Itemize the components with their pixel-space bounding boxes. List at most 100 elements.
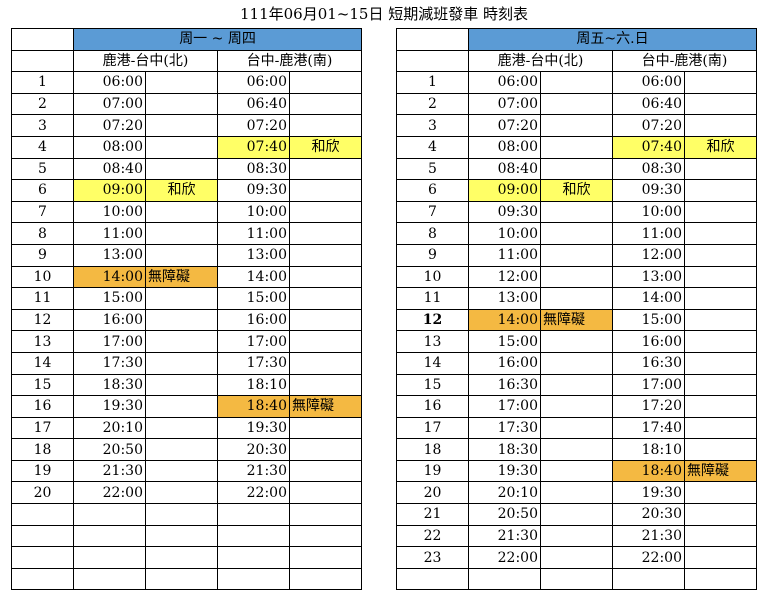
table-row: 22 21:30 21:30 [396,524,757,548]
day-header-row: 周一 ~ 周四 [11,28,363,51]
trip-number: 7 [396,200,469,224]
south-departure-time: 19:30 [612,481,685,505]
south-operator-note [684,200,757,224]
north-departure-time: 09:00 [468,179,541,202]
trip-number: 11 [396,287,469,310]
trip-number: 16 [396,395,469,418]
north-departure-time: 13:00 [468,287,541,310]
table-row: 19 21:30 21:30 [11,459,363,483]
south-operator-note: 無障礙 [684,459,757,483]
table-row: 1 06:00 06:00 [11,71,363,94]
south-departure-time: 18:40 [612,459,685,483]
south-departure-time: 07:20 [612,114,685,137]
north-departure-time: 14:00 [73,265,146,289]
trip-number: 10 [396,265,469,289]
blank-cell [145,567,218,591]
north-departure-time: 20:10 [73,416,146,440]
south-departure-time: 09:30 [612,179,685,202]
south-operator-note [288,243,363,267]
south-departure-time: 15:00 [217,287,290,310]
trip-number: 16 [11,395,74,418]
north-operator-note: 和欣 [540,179,613,202]
trip-number: 9 [396,243,469,267]
south-operator-note [684,330,757,353]
north-operator-note [540,351,613,375]
trip-number: 19 [396,459,469,483]
south-departure-time: 13:00 [217,243,290,267]
south-operator-note [684,265,757,289]
table-row: 14 17:30 17:30 [11,351,363,375]
south-departure-time: 07:40 [612,135,685,159]
north-departure-time: 08:40 [73,157,146,181]
direction-south-header: 台中-鹿港(南) [216,49,363,73]
south-departure-time: 08:30 [612,157,685,181]
north-departure-time: 22:00 [468,546,541,569]
north-operator-note: 無障礙 [145,265,218,289]
direction-header-row: 鹿港-台中(北) 台中-鹿港(南) [396,49,757,73]
north-departure-time: 20:10 [468,481,541,505]
table-row: 11 15:00 15:00 [11,287,363,310]
north-operator-note [145,114,218,137]
north-operator-note [145,330,218,353]
south-departure-time: 18:40 [217,395,290,418]
south-departure-time: 15:00 [612,308,685,332]
south-operator-note [288,222,363,245]
north-departure-time: 14:00 [468,308,541,332]
table-row: 13 15:00 16:00 [396,330,757,353]
table-row: 15 18:30 18:10 [11,373,363,397]
south-departure-time: 18:10 [217,373,290,397]
table-row: 3 07:20 07:20 [11,114,363,137]
trip-number: 17 [396,416,469,440]
table-row: 5 08:40 08:30 [396,157,757,181]
north-departure-time: 06:00 [468,71,541,94]
blank-cell [396,567,469,591]
south-operator-note [288,287,363,310]
trip-number: 2 [11,92,74,116]
south-departure-time: 06:40 [612,92,685,116]
north-departure-time: 17:30 [468,416,541,440]
table-row: 5 08:40 08:30 [11,157,363,181]
north-departure-time: 17:00 [468,395,541,418]
south-operator-note [684,114,757,137]
blank-cell [11,546,74,569]
weekday-schedule-table: 周一 ~ 周四 鹿港-台中(北) 台中-鹿港(南) 1 06:00 06:00 2 07:00… [11,28,363,591]
south-departure-time: 14:00 [612,287,685,310]
table-row: 2 07:00 06:40 [11,92,363,116]
north-operator-note: 和欣 [145,179,218,202]
trip-number: 13 [396,330,469,353]
south-operator-note [288,416,363,440]
north-departure-time: 12:00 [468,265,541,289]
south-operator-note [288,438,363,461]
north-operator-note [540,157,613,181]
blank-row [11,567,363,591]
south-operator-note [684,71,757,94]
north-operator-note [540,114,613,137]
south-operator-note [684,481,757,505]
table-row: 6 09:00 和欣 09:30 [396,179,757,202]
north-operator-note: 無障礙 [540,308,613,332]
north-departure-time: 22:00 [73,481,146,505]
trip-number: 18 [11,438,74,461]
header-blank-cell [11,49,74,73]
north-operator-note [145,243,218,267]
table-row: 4 08:00 07:40 和欣 [11,135,363,159]
blank-cell [288,567,363,591]
south-departure-time: 17:00 [217,330,290,353]
south-departure-time: 22:00 [217,481,290,505]
south-operator-note [684,373,757,397]
trip-number: 15 [396,373,469,397]
south-operator-note [288,265,363,289]
north-operator-note [540,373,613,397]
north-operator-note [540,243,613,267]
north-operator-note [145,157,218,181]
north-departure-time: 16:00 [73,308,146,332]
blank-cell [145,524,218,548]
trip-number: 14 [11,351,74,375]
trip-number: 9 [11,243,74,267]
north-operator-note [145,373,218,397]
direction-north-header: 鹿港-台中(北) [468,49,613,73]
north-operator-note [540,265,613,289]
south-operator-note [288,459,363,483]
trip-number: 21 [396,503,469,526]
north-operator-note [540,330,613,353]
